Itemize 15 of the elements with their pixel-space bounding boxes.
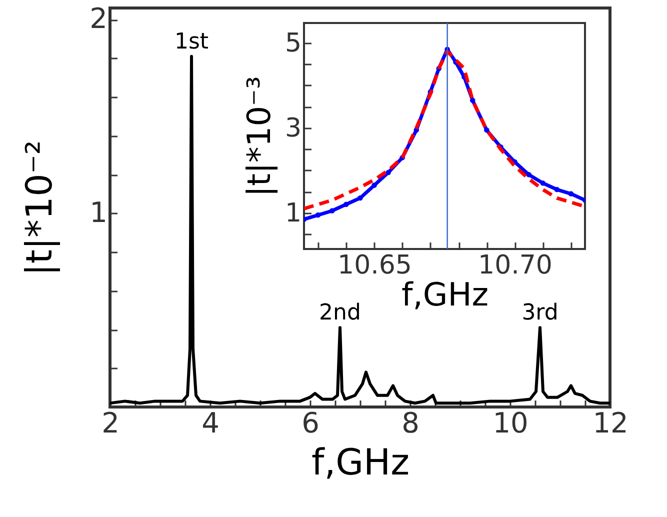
annotation: 3rd (522, 300, 558, 326)
annotation: 1st (174, 29, 209, 54)
y-tick-label: 1 (90, 196, 108, 229)
x-tick-label: 6 (302, 406, 320, 440)
x-tick-label: 12 (592, 406, 628, 440)
y-axis-title: |t|*10⁻³ (240, 76, 278, 197)
x-tick-label: 8 (402, 406, 420, 440)
y-tick-label: 1 (284, 198, 302, 228)
y-tick-label: 5 (284, 28, 302, 58)
x-tick-label: 4 (202, 406, 220, 440)
x-axis-title: f,GHz (312, 442, 410, 484)
y-axis-title: |t|*10⁻² (20, 140, 61, 276)
y-tick-label: 3 (284, 113, 302, 144)
annotation: 2nd (319, 300, 361, 326)
x-tick-label: 10 (492, 406, 528, 440)
